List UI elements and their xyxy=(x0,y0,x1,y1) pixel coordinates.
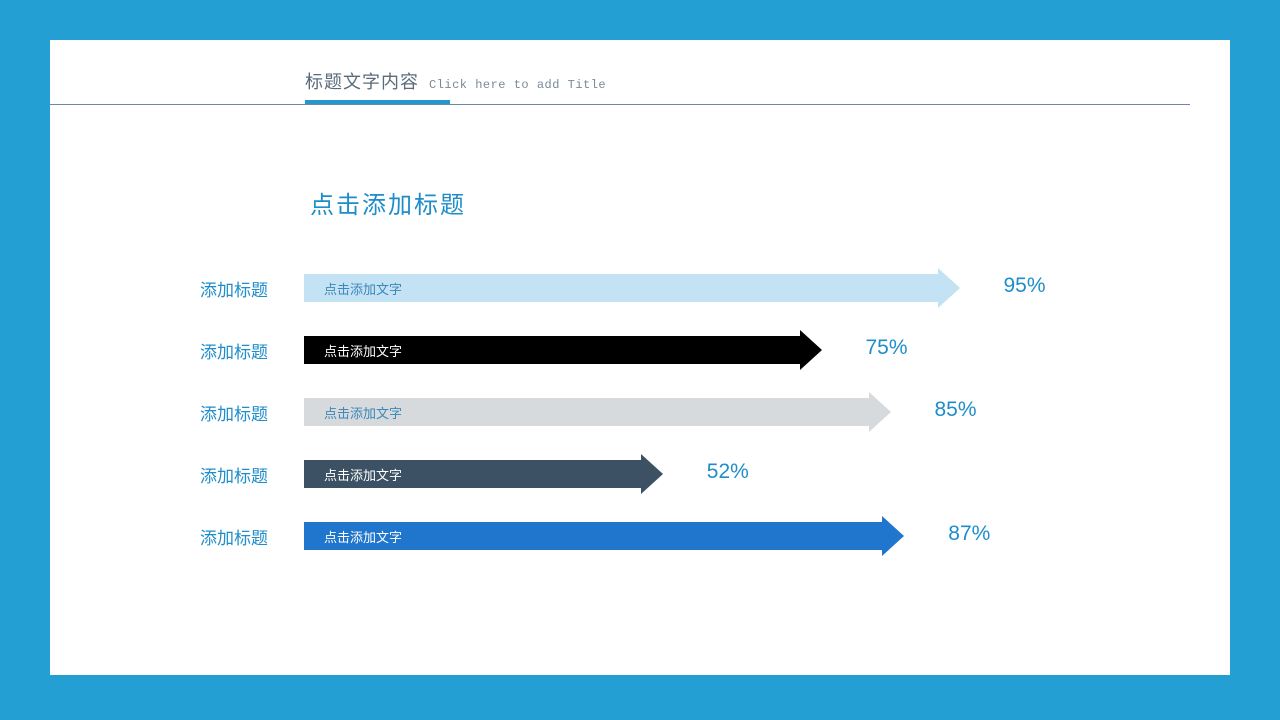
header-area: 标题文字内容 Click here to add Title xyxy=(50,68,1190,105)
bar-row: 添加标题点击添加文字 87% xyxy=(200,518,1190,554)
bar-row: 添加标题点击添加文字 85% xyxy=(200,394,1190,430)
arrow-container: 点击添加文字 52% xyxy=(304,460,1190,488)
arrow-container: 点击添加文字 87% xyxy=(304,522,1190,550)
arrow-body: 点击添加文字 xyxy=(304,398,869,426)
arrow-bar: 点击添加文字 xyxy=(304,522,904,550)
percent-label: 75% xyxy=(866,336,908,360)
arrow-body: 点击添加文字 xyxy=(304,336,800,364)
header-titles: 标题文字内容 Click here to add Title xyxy=(50,68,1190,94)
arrow-head-icon xyxy=(800,330,822,370)
row-label: 添加标题 xyxy=(200,276,300,301)
row-label: 添加标题 xyxy=(200,400,300,425)
bar-row: 添加标题点击添加文字 95% xyxy=(200,270,1190,306)
arrow-bar: 点击添加文字 xyxy=(304,274,960,302)
arrow-head-icon xyxy=(882,516,904,556)
header-underline xyxy=(305,100,450,104)
arrow-container: 点击添加文字 95% xyxy=(304,274,1190,302)
page-title: 标题文字内容 xyxy=(305,68,419,94)
section-title: 点击添加标题 xyxy=(310,185,1190,220)
outer-frame: 标题文字内容 Click here to add Title 点击添加标题 添加… xyxy=(0,0,1280,720)
row-label: 添加标题 xyxy=(200,524,300,549)
arrow-bar: 点击添加文字 xyxy=(304,398,891,426)
bar-row: 添加标题点击添加文字 75% xyxy=(200,332,1190,368)
arrow-body: 点击添加文字 xyxy=(304,522,882,550)
arrow-bar: 点击添加文字 xyxy=(304,460,663,488)
header-divider xyxy=(50,104,1190,105)
bar-chart: 添加标题点击添加文字95%添加标题点击添加文字75%添加标题点击添加文字85%添… xyxy=(200,270,1190,554)
percent-label: 87% xyxy=(948,522,990,546)
bar-row: 添加标题点击添加文字 52% xyxy=(200,456,1190,492)
arrow-bar: 点击添加文字 xyxy=(304,336,822,364)
row-label: 添加标题 xyxy=(200,338,300,363)
arrow-container: 点击添加文字 75% xyxy=(304,336,1190,364)
arrow-body: 点击添加文字 xyxy=(304,460,641,488)
arrow-container: 点击添加文字 85% xyxy=(304,398,1190,426)
percent-label: 52% xyxy=(707,460,749,484)
row-label: 添加标题 xyxy=(200,462,300,487)
arrow-head-icon xyxy=(938,268,960,308)
arrow-head-icon xyxy=(869,392,891,432)
percent-label: 85% xyxy=(935,398,977,422)
inner-canvas: 标题文字内容 Click here to add Title 点击添加标题 添加… xyxy=(50,40,1230,675)
content-area: 点击添加标题 添加标题点击添加文字95%添加标题点击添加文字75%添加标题点击添… xyxy=(200,185,1190,580)
arrow-head-icon xyxy=(641,454,663,494)
percent-label: 95% xyxy=(1004,274,1046,298)
arrow-body: 点击添加文字 xyxy=(304,274,938,302)
page-subtitle: Click here to add Title xyxy=(429,78,606,92)
